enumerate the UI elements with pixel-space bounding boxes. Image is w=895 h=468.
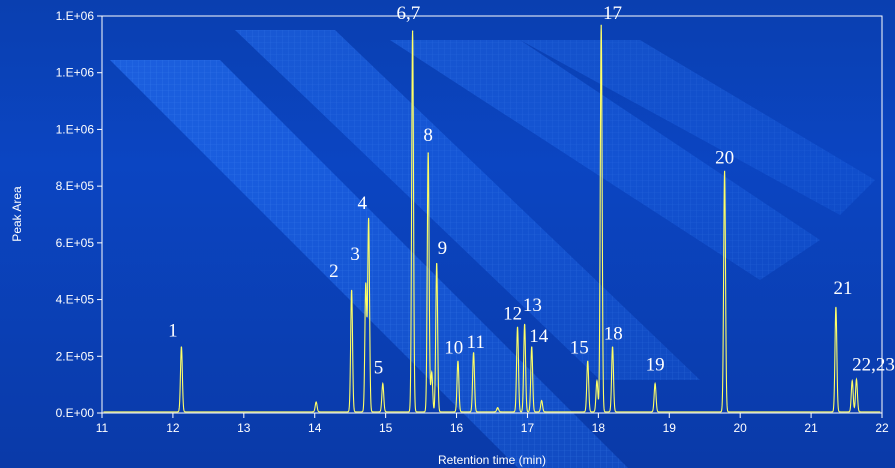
y-tick-label: 6.E+05: [56, 236, 95, 250]
peak-label: 12: [503, 303, 522, 324]
y-tick-label: 4.E+05: [56, 293, 95, 307]
x-tick-label: 17: [521, 421, 535, 435]
y-tick-label: 0.E+00: [56, 406, 95, 420]
y-tick-label: 2.E+05: [56, 349, 95, 363]
x-tick-label: 14: [308, 421, 322, 435]
peak-label: 3: [350, 244, 360, 265]
peak-label: 15: [570, 337, 589, 358]
peak-point: [654, 384, 656, 386]
x-axis: 11 12 13 14 15 16 17 18 19 20 21 22: [96, 413, 889, 435]
y-tick-label: 1.E+06: [56, 66, 95, 80]
peak-point: [431, 372, 433, 374]
y-axis: 0.E+00 2.E+05 4.E+05 6.E+05 8.E+05 1.E+06 1.E+…: [56, 9, 102, 420]
peak-point: [531, 347, 533, 349]
peak-point: [855, 379, 858, 381]
peak-label: 1: [168, 320, 178, 341]
peak-label: 6,7: [396, 3, 420, 24]
peak-point: [851, 381, 853, 383]
y-tick-label: 1.E+06: [56, 9, 95, 23]
x-tick-label: 19: [663, 421, 677, 435]
chromatogram-trace: [103, 24, 881, 413]
peak-point: [427, 152, 429, 155]
y-axis-title: Peak Area: [10, 186, 24, 242]
peak-point: [368, 219, 370, 221]
peak-point: [436, 263, 438, 265]
peak-point: [365, 284, 367, 286]
x-tick-label: 15: [379, 421, 393, 435]
x-tick-label: 11: [96, 421, 109, 435]
peak-label: 8: [423, 125, 433, 146]
peak-point: [600, 25, 602, 27]
peak-point: [723, 171, 726, 173]
peak-label: 21: [834, 278, 853, 299]
peak-point: [835, 307, 837, 309]
x-tick-label: 12: [166, 421, 180, 435]
x-tick-label: 18: [592, 421, 606, 435]
x-axis-title: Retention time (min): [438, 453, 546, 467]
background-decoration: [110, 30, 875, 468]
peak-point: [611, 347, 614, 349]
peak-point: [180, 347, 183, 349]
peak-point: [382, 384, 384, 386]
peak-label: 5: [374, 357, 384, 378]
peak-point: [596, 381, 598, 383]
peak-point: [351, 290, 353, 292]
peak-point: [524, 324, 526, 326]
peak-point: [457, 361, 459, 363]
peak-label: 13: [523, 295, 542, 316]
plot-frame: [101, 15, 883, 414]
peak-label: 4: [357, 193, 367, 214]
peak-point: [516, 327, 519, 329]
peak-label: 19: [646, 354, 665, 375]
y-tick-label: 1.E+06: [56, 122, 95, 136]
peak-point: [541, 401, 543, 403]
peak-label: 17: [603, 3, 622, 24]
peak-label: 18: [604, 323, 623, 344]
peak-point: [411, 30, 414, 33]
peak-label: 9: [438, 238, 448, 259]
x-tick-label: 13: [237, 421, 251, 435]
x-tick-label: 16: [450, 421, 464, 435]
peak-label: 2: [329, 261, 339, 282]
peak-point: [497, 408, 499, 410]
peak-point: [472, 352, 475, 355]
peak-label: 10: [444, 337, 463, 358]
peak-label: 20: [715, 147, 734, 168]
peak-point: [587, 361, 589, 363]
peak-label: 14: [529, 326, 549, 347]
trace-layer: [103, 24, 881, 413]
peak-label: 22,23: [852, 354, 895, 375]
x-tick-label: 20: [734, 421, 748, 435]
x-tick-label: 21: [804, 421, 818, 435]
x-tick-label: 22: [875, 421, 889, 435]
y-tick-label: 8.E+05: [56, 179, 95, 193]
peak-label: 11: [467, 332, 485, 353]
peak-point: [315, 402, 317, 404]
